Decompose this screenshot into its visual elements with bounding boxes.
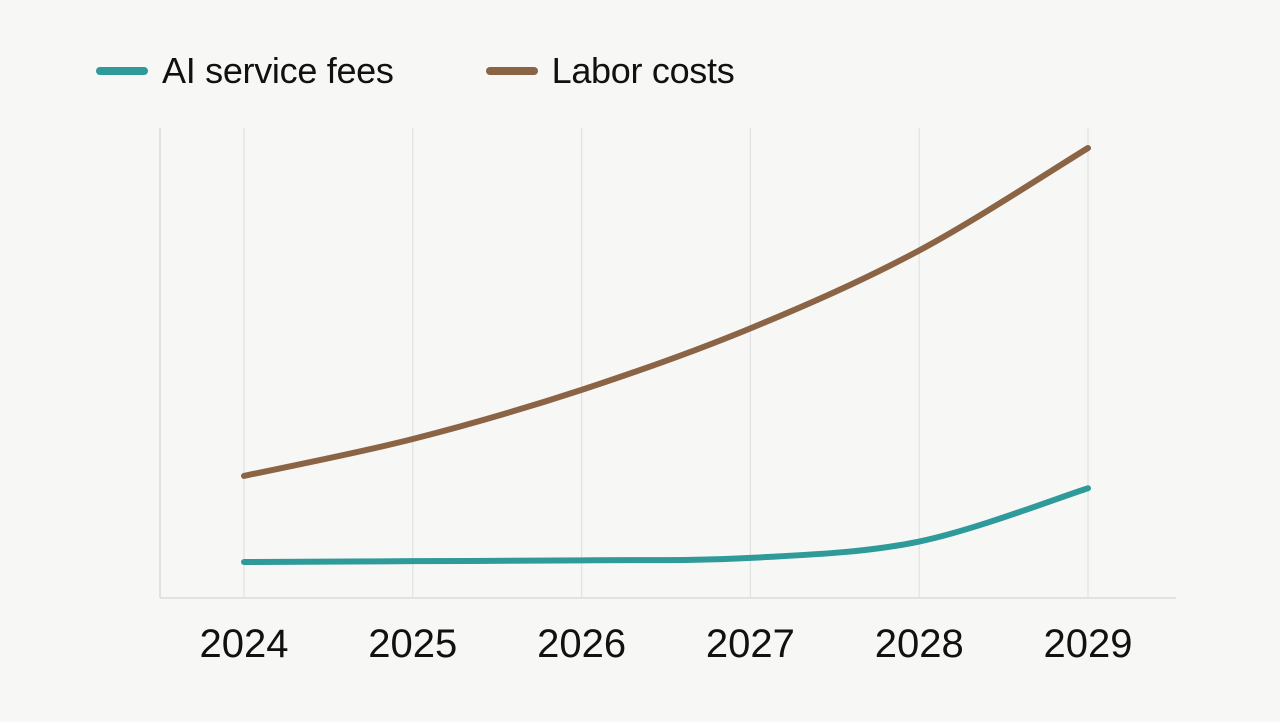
legend-swatch-ai-service-fees [96,67,148,75]
x-tick-label-2027: 2027 [706,622,795,666]
legend-swatch-labor-costs [485,67,538,75]
x-tick-label-2025: 2025 [368,622,457,666]
legend-item-ai-service-fees: AI service fees [96,50,394,92]
x-tick-label-2029: 2029 [1044,622,1133,666]
legend-item-labor-costs: Labor costs [485,50,735,92]
series-line-labor-costs [241,145,1091,479]
x-tick-label-2028: 2028 [875,622,964,666]
x-tick-label-2026: 2026 [537,622,626,666]
x-tick-label-2024: 2024 [200,622,289,666]
series-line-ai-service-fees [241,485,1091,565]
legend-label-ai-service-fees: AI service fees [162,50,394,91]
legend-label-labor-costs: Labor costs [551,50,735,91]
legend: AI service fees Labor costs [96,50,735,92]
